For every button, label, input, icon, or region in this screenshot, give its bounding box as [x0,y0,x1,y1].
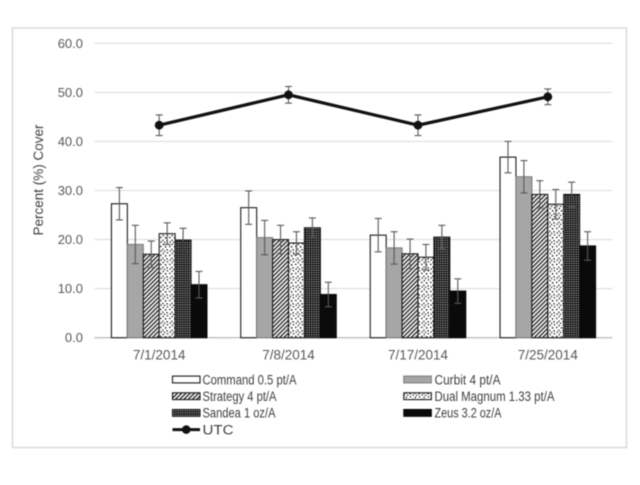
svg-text:Curbit 4 pt/A: Curbit 4 pt/A [435,372,501,387]
svg-text:10.0: 10.0 [58,281,83,296]
svg-text:60.0: 60.0 [58,36,83,51]
svg-text:50.0: 50.0 [58,85,83,100]
svg-text:20.0: 20.0 [58,232,83,247]
svg-text:7/8/2014: 7/8/2014 [262,348,315,363]
svg-text:Dual Magnum 1.33 pt/A: Dual Magnum 1.33 pt/A [435,389,555,404]
svg-text:0.0: 0.0 [65,330,83,345]
svg-text:Command 0.5 pt/A: Command 0.5 pt/A [203,372,297,387]
svg-text:7/25/2014: 7/25/2014 [518,348,579,363]
svg-text:7/1/2014: 7/1/2014 [133,348,186,363]
svg-text:Strategy 4 pt/A: Strategy 4 pt/A [203,389,277,404]
svg-text:UTC: UTC [203,422,234,437]
svg-text:Percent (%) Cover: Percent (%) Cover [31,124,46,236]
svg-text:Sandea 1 oz/A: Sandea 1 oz/A [203,406,276,421]
svg-text:30.0: 30.0 [58,183,83,198]
svg-text:Zeus 3.2 oz/A: Zeus 3.2 oz/A [435,406,502,421]
svg-text:40.0: 40.0 [58,134,83,149]
svg-text:7/17/2014: 7/17/2014 [388,348,449,363]
